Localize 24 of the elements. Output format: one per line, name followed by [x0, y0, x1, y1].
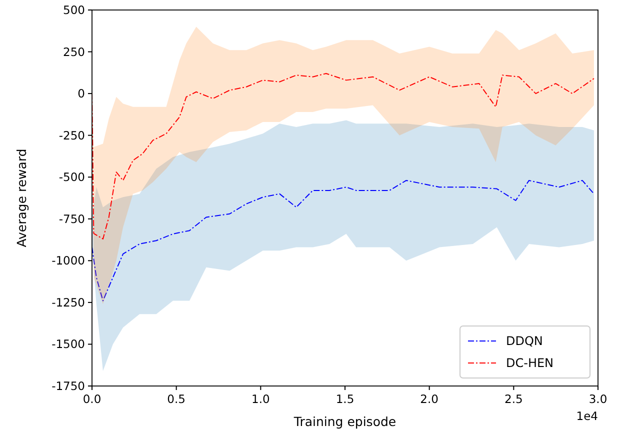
x-tick-label: 3.0: [588, 392, 608, 406]
y-tick-label: 500: [63, 3, 85, 17]
y-tick-label: 0: [78, 86, 85, 101]
y-axis-title: Average reward: [14, 148, 29, 248]
line-series: [92, 73, 594, 240]
y-tick-label: -1000: [52, 254, 85, 268]
y-tick-label: -1750: [52, 379, 85, 393]
x-tick-label: 1.5: [336, 392, 354, 406]
x-axis-title: Training episode: [292, 414, 396, 429]
text: 1e4: [576, 409, 598, 423]
y-tick-label: -500: [58, 170, 85, 184]
x-tick-label: 2.0: [420, 392, 438, 406]
y-tick-label: -750: [58, 212, 85, 226]
y-tick-label: -1500: [52, 337, 85, 352]
y-tick-label: -1250: [52, 295, 85, 310]
x-tick-label: 1.0: [252, 392, 270, 406]
legend-label: DDQN: [506, 334, 543, 348]
x-tick-label: 0.5: [167, 392, 186, 406]
x-tick-label: 2.5: [504, 392, 523, 406]
y-tick-label: 250: [63, 44, 85, 59]
y-tick-label: -250: [58, 128, 85, 142]
x-tick-label: 0.0: [82, 392, 102, 406]
line-series: [92, 180, 594, 302]
legend-label: DC-HEN: [506, 356, 554, 370]
